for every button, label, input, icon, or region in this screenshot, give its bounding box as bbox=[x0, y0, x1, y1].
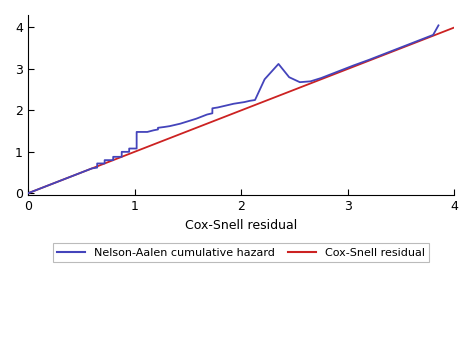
Legend: Nelson-Aalen cumulative hazard, Cox-Snell residual: Nelson-Aalen cumulative hazard, Cox-Snel… bbox=[53, 243, 429, 262]
X-axis label: Cox-Snell residual: Cox-Snell residual bbox=[185, 219, 297, 232]
